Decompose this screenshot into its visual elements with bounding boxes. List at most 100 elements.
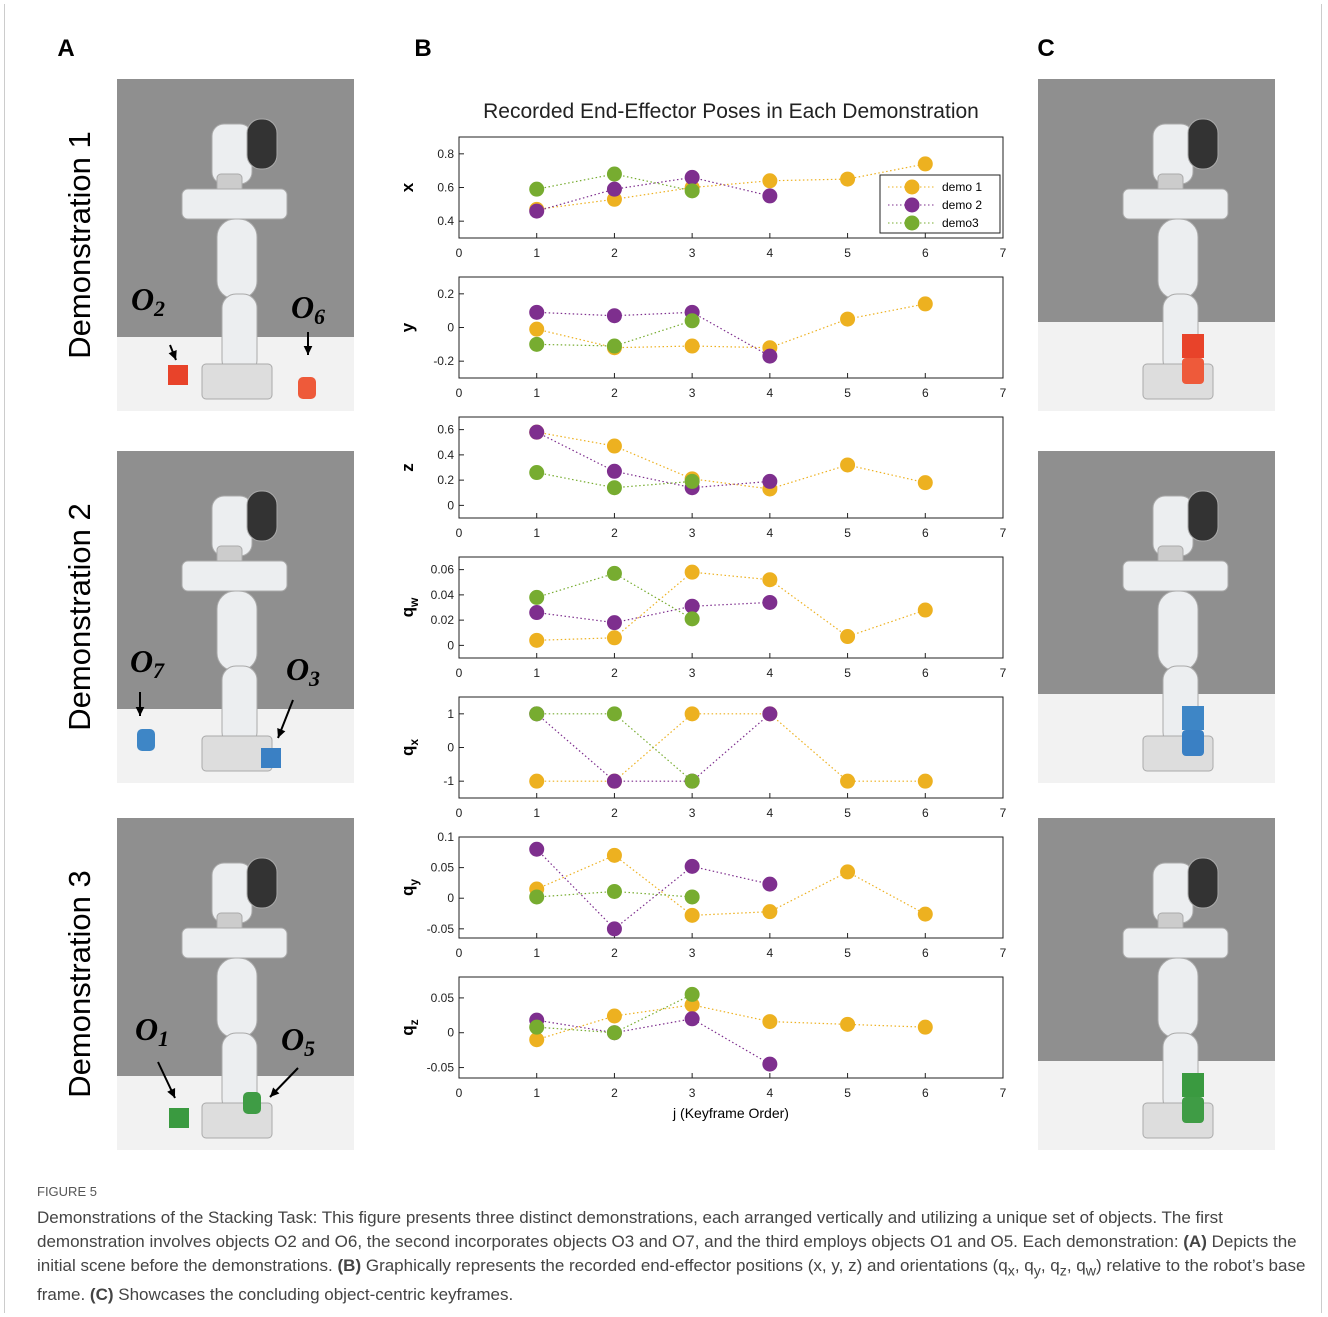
marker xyxy=(840,312,855,327)
marker xyxy=(918,774,933,789)
x-tick-label: 3 xyxy=(689,246,696,260)
y-tick-label: 0.4 xyxy=(437,448,454,462)
caption-run: (A) xyxy=(1183,1232,1207,1251)
caption-text: Demonstrations of the Stacking Task: Thi… xyxy=(37,1206,1309,1307)
x-tick-label: 1 xyxy=(533,526,540,540)
object-letter: O xyxy=(130,643,153,679)
x-tick-label: 4 xyxy=(767,526,774,540)
robot-part xyxy=(182,189,287,219)
series-line xyxy=(537,855,926,915)
marker xyxy=(918,603,933,618)
y-label-sub: z xyxy=(407,1019,421,1025)
marker xyxy=(685,313,700,328)
robot-part xyxy=(1158,219,1198,299)
object-letter: O xyxy=(286,651,309,687)
stacked-object xyxy=(1182,1073,1204,1097)
x-tick-label: 2 xyxy=(611,666,618,680)
y-label-main: q xyxy=(398,1025,417,1035)
marker xyxy=(529,182,544,197)
y-tick-label: 0 xyxy=(447,1026,454,1040)
caption-run: Demonstrations of the Stacking Task: Thi… xyxy=(37,1208,1223,1251)
marker xyxy=(840,1017,855,1032)
caption-run: Graphically represents the recorded end-… xyxy=(361,1256,1008,1275)
x-tick-label: 1 xyxy=(533,386,540,400)
marker xyxy=(840,172,855,187)
x-tick-label: 1 xyxy=(533,946,540,960)
x-tick-label: 5 xyxy=(844,946,851,960)
x-tick-label: 3 xyxy=(689,1086,696,1100)
marker xyxy=(685,611,700,626)
y-tick-label: -0.2 xyxy=(433,354,454,368)
marker xyxy=(762,904,777,919)
object-letter: O xyxy=(281,1021,304,1057)
x-tick-label: 5 xyxy=(844,806,851,820)
caption-run: w xyxy=(1086,1263,1096,1279)
marker xyxy=(607,774,622,789)
x-tick-label: 0 xyxy=(456,806,463,820)
y-tick-label: -1 xyxy=(443,774,454,788)
panel-letter: B xyxy=(414,35,431,62)
marker xyxy=(762,572,777,587)
stacked-object xyxy=(1182,1097,1204,1123)
y-axis-label: z xyxy=(398,463,417,472)
y-tick-label: 0.05 xyxy=(431,861,455,875)
marker xyxy=(529,305,544,320)
marker xyxy=(607,308,622,323)
x-tick-label: 0 xyxy=(456,386,463,400)
robot-part xyxy=(222,666,257,746)
marker xyxy=(685,859,700,874)
y-tick-label: 1 xyxy=(447,707,454,721)
y-axis-label: qx xyxy=(398,739,421,756)
x-tick-label: 5 xyxy=(844,526,851,540)
x-tick-label: 4 xyxy=(767,1086,774,1100)
marker xyxy=(762,474,777,489)
y-tick-label: -0.05 xyxy=(427,922,455,936)
y-axis-label: qy xyxy=(398,879,421,896)
series-line xyxy=(537,714,692,781)
object xyxy=(169,1108,189,1128)
marker xyxy=(607,182,622,197)
object-index: 7 xyxy=(153,658,165,683)
robot-part xyxy=(1123,189,1228,219)
robot-part xyxy=(202,1103,272,1138)
x-tick-label: 7 xyxy=(1000,666,1007,680)
marker xyxy=(529,337,544,352)
object xyxy=(168,365,188,385)
legend-marker xyxy=(905,180,920,195)
marker xyxy=(840,457,855,472)
x-tick-label: 1 xyxy=(533,1086,540,1100)
y-tick-label: 0.2 xyxy=(437,287,454,301)
series-line xyxy=(537,572,926,640)
series-line xyxy=(537,849,770,929)
robot-part xyxy=(247,491,277,541)
x-tick-label: 4 xyxy=(767,386,774,400)
y-axis-label: qz xyxy=(398,1019,421,1035)
object-index: 3 xyxy=(308,666,320,691)
marker xyxy=(607,884,622,899)
x-tick-label: 5 xyxy=(844,1086,851,1100)
x-tick-label: 3 xyxy=(689,526,696,540)
caption-run: , q xyxy=(1015,1256,1034,1275)
object-index: 1 xyxy=(158,1026,169,1051)
marker xyxy=(685,1011,700,1026)
x-tick-label: 2 xyxy=(611,386,618,400)
marker xyxy=(685,170,700,185)
caption-run: (B) xyxy=(338,1256,362,1275)
stacked-object xyxy=(1182,358,1204,384)
y-label-main: y xyxy=(398,322,417,332)
marker xyxy=(607,464,622,479)
y-tick-label: 0.04 xyxy=(431,588,455,602)
demo-label: Demonstration 1 xyxy=(62,131,97,358)
robot-part xyxy=(202,364,272,399)
y-label-main: x xyxy=(398,182,417,192)
caption: FIGURE 5 Demonstrations of the Stacking … xyxy=(37,1180,1309,1307)
robot-part xyxy=(1158,958,1198,1038)
y-label-sub: x xyxy=(407,739,421,746)
marker xyxy=(607,1025,622,1040)
y-label-main: q xyxy=(398,607,417,617)
marker xyxy=(685,565,700,580)
x-axis-label: j (Keyframe Order) xyxy=(672,1105,789,1121)
marker xyxy=(762,173,777,188)
series-line xyxy=(537,304,926,348)
y-label-sub: y xyxy=(407,879,421,886)
